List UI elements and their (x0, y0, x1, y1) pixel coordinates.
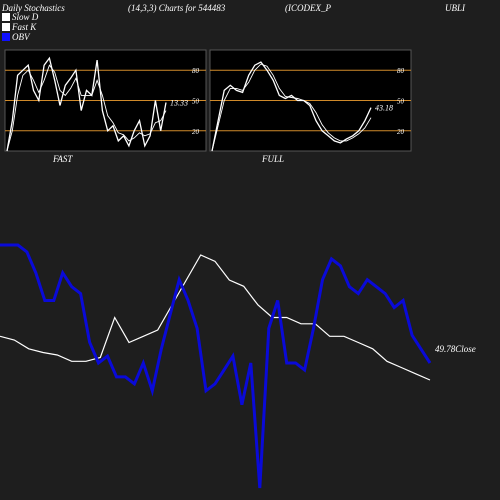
legend-slow-d: Slow D (2, 12, 38, 22)
fast-fast-k-line (6, 56, 167, 152)
full-tick-label: 20 (397, 128, 405, 136)
fast-tick-label: 50 (192, 98, 200, 106)
full-last-value-label: 43.18 (375, 104, 393, 113)
fast-last-value-label: 13.33 (170, 99, 188, 108)
fast-tick-label: 20 (192, 128, 200, 136)
legend-swatch-obv (2, 33, 10, 41)
legend-label-slow-d: Slow D (12, 12, 39, 22)
obv-line (0, 243, 432, 489)
obv-panel-content (0, 243, 432, 489)
legend-obv: OBV (2, 32, 30, 42)
chart-header-left: Daily Stochastics (2, 3, 65, 13)
legend-label-obv: OBV (12, 32, 30, 42)
legend-swatch-fast-k (2, 23, 10, 31)
full-panel-content: 80 50 20 43.18 (210, 61, 411, 152)
fast-slow-d-line (6, 64, 167, 152)
full-tick-label: 80 (397, 67, 405, 75)
chart-header-company-2: UBLI (445, 3, 465, 13)
obv-last-value-label: 49.78Close (435, 344, 476, 354)
full-fast-k-line (211, 61, 372, 152)
full-tick-label: 50 (397, 98, 405, 106)
close-line (0, 254, 431, 381)
legend-label-fast-k: Fast K (12, 22, 37, 32)
fast-panel-title: FAST (52, 154, 73, 164)
fast-tick-label: 80 (192, 67, 200, 75)
legend-swatch-slow-d (2, 13, 10, 21)
chart-header-company-1: (ICODEX_P (285, 3, 331, 13)
chart-header-params: (14,3,3) Charts for 544483 (128, 3, 226, 13)
fast-panel-content: 80 50 20 13.33 (5, 56, 206, 152)
legend-fast-k: Fast K (2, 22, 36, 32)
full-slow-d-line (211, 63, 372, 152)
full-panel-title: FULL (261, 154, 284, 164)
